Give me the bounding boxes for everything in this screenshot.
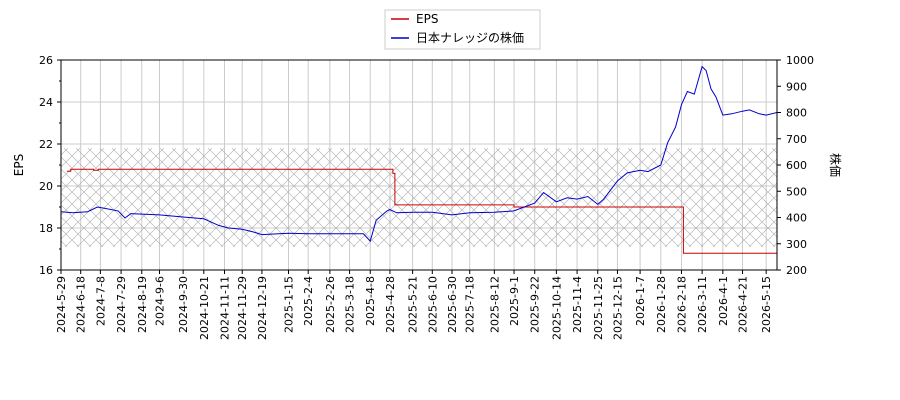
- x-tick-label: 2025-12-15: [611, 276, 624, 340]
- x-tick-label: 2025-7-18: [464, 276, 477, 333]
- series-layer: [61, 65, 777, 254]
- x-tick-label: 2024-5-29: [55, 276, 68, 333]
- right-axis: 200 300 400 500 600 700 800 900 1000: [777, 54, 814, 277]
- right-tick-label: 500: [786, 185, 807, 198]
- x-tick-label: 2025-11-25: [592, 276, 605, 340]
- x-tick-label: 2025-9-22: [529, 276, 542, 333]
- x-tick-label: 2025-10-14: [550, 276, 563, 340]
- right-tick-label: 1000: [786, 54, 814, 67]
- left-tick-label: 20: [39, 180, 53, 193]
- x-tick-label: 2026-4-1: [717, 276, 730, 326]
- x-tick-label: 2024-9-6: [153, 276, 166, 326]
- right-tick-label: 400: [786, 212, 807, 225]
- left-tick-label: 16: [39, 264, 53, 277]
- series-line-eps: [66, 168, 777, 254]
- x-tick-label: 2024-8-19: [136, 276, 149, 333]
- series-line-price: [61, 65, 777, 243]
- right-tick-label: 700: [786, 133, 807, 146]
- x-axis: 2024-5-29 2024-6-18 2024-7-8 2024-7-29 2024-…: [55, 270, 773, 340]
- legend: EPS 日本ナレッジの株価: [384, 9, 541, 50]
- x-tick-label: 2025-11-4: [571, 276, 584, 333]
- left-tick-label: 18: [39, 222, 53, 235]
- x-tick-label: 2024-12-19: [256, 276, 269, 340]
- x-tick-label: 2025-2-26: [324, 276, 337, 333]
- left-tick-label: 24: [39, 96, 53, 109]
- x-tick-label: 2025-8-12: [488, 276, 501, 333]
- x-tick-label: 2024-10-21: [198, 276, 211, 340]
- x-tick-label: 2024-7-8: [94, 276, 107, 326]
- x-tick-label: 2026-4-21: [737, 276, 750, 333]
- x-tick-label: 2024-7-29: [115, 276, 128, 333]
- right-tick-label: 600: [786, 159, 807, 172]
- x-tick-label: 2025-1-15: [283, 276, 296, 333]
- x-tick-label: 2025-4-28: [384, 276, 397, 333]
- right-axis-title: 株価: [828, 153, 843, 177]
- x-tick-label: 2026-5-15: [760, 276, 773, 333]
- x-tick-label: 2024-6-18: [75, 276, 88, 333]
- legend-label-eps: EPS: [416, 12, 438, 26]
- x-tick-label: 2026-3-11: [696, 276, 709, 333]
- left-axis-title: EPS: [12, 154, 26, 176]
- x-tick-label: 2025-4-8: [364, 276, 377, 326]
- right-tick-label: 800: [786, 107, 807, 120]
- x-tick-label: 2024-11-11: [218, 276, 231, 340]
- x-tick-label: 2025-6-10: [426, 276, 439, 333]
- left-tick-label: 26: [39, 54, 53, 67]
- legend-label-price: 日本ナレッジの株価: [416, 30, 524, 45]
- left-axis: 16 18 20 22 24 26: [39, 54, 61, 277]
- hatch-band: [61, 148, 777, 247]
- x-tick-label: 2026-2-18: [675, 276, 688, 333]
- x-tick-label: 2025-5-21: [407, 276, 420, 333]
- x-tick-label: 2026-1-28: [655, 276, 668, 333]
- x-tick-label: 2025-6-30: [446, 276, 459, 333]
- legend-box: [384, 9, 541, 50]
- right-tick-label: 300: [786, 238, 807, 251]
- left-tick-label: 22: [39, 138, 53, 151]
- x-tick-label: 2025-3-18: [344, 276, 357, 333]
- right-tick-label: 900: [786, 80, 807, 93]
- x-tick-label: 2025-2-4: [302, 276, 315, 326]
- x-tick-label: 2024-9-30: [177, 276, 190, 333]
- right-tick-label: 200: [786, 264, 807, 277]
- x-tick-label: 2024-11-29: [236, 276, 249, 340]
- x-tick-label: 2026-1-7: [634, 276, 647, 326]
- x-tick-label: 2025-9-1: [508, 276, 521, 326]
